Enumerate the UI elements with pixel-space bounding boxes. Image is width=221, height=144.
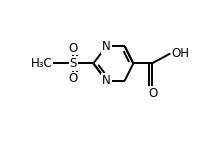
Text: N: N — [102, 40, 110, 53]
Text: O: O — [148, 87, 157, 100]
Text: O: O — [69, 72, 78, 85]
Text: S: S — [70, 57, 77, 70]
Text: O: O — [69, 42, 78, 55]
Text: H₃C: H₃C — [31, 57, 53, 70]
Text: N: N — [102, 74, 110, 87]
Text: OH: OH — [172, 47, 190, 60]
